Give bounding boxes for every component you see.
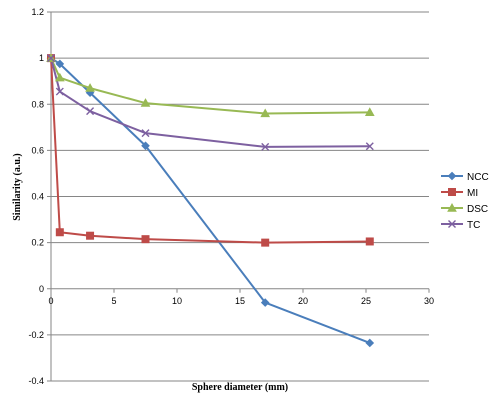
series-line-mi: [50, 58, 370, 244]
x-tick-label: 20: [298, 296, 308, 306]
data-point-dsc: [140, 98, 151, 107]
legend-item-dsc: DSC: [441, 202, 488, 215]
y-tick-label: 0: [39, 284, 44, 294]
y-axis-title: Similarity (a.u.): [12, 153, 23, 221]
data-point-tc-stroke-b: [365, 142, 374, 151]
data-point-tc: [47, 54, 55, 63]
data-point-mi: [141, 235, 150, 244]
legend-label: TC: [467, 220, 480, 231]
legend: NCC MI DSC TC: [441, 171, 489, 231]
data-point-ncc: [260, 298, 270, 307]
legend-marker: [448, 220, 456, 228]
data-point-tc-stroke-b: [86, 107, 95, 116]
data-point-dsc: [364, 107, 375, 117]
series-line-ncc: [50, 57, 371, 344]
data-point-tc: [261, 142, 270, 151]
legend-marker: [447, 202, 457, 212]
gridlines: [51, 11, 429, 382]
x-tick-label: 5: [111, 296, 116, 306]
y-tick-label: 0.2: [31, 238, 44, 248]
y-tick-label: 0.8: [31, 99, 44, 109]
data-point-mi: [86, 231, 95, 240]
legend-marker: [448, 188, 456, 196]
series-line-dsc: [50, 57, 370, 115]
data-point-tc-stroke-b: [141, 129, 150, 138]
data-point-tc: [141, 129, 150, 138]
y-tick-label: 1.2: [31, 7, 44, 17]
legend-label: DSC: [467, 204, 488, 215]
y-tick-label: 0.4: [31, 192, 44, 202]
x-tick-label: 0: [48, 296, 53, 306]
data-point-tc: [55, 87, 64, 96]
legend-marker: [447, 171, 457, 181]
y-tick-label: -0.4: [28, 376, 44, 386]
axes: [47, 11, 430, 382]
series-markers: [46, 53, 375, 348]
x-tick-label: 30: [424, 296, 434, 306]
data-point-tc-stroke-b: [47, 54, 55, 63]
tick-labels: 1.2 1 0.8 0.6 0.4 0.2 0 -0.2 -0.4 0 5 10 15 20 25 30: [28, 7, 434, 386]
y-tick-label: 1: [39, 53, 44, 63]
data-point-tc: [365, 142, 374, 151]
legend-label: NCC: [467, 172, 489, 183]
x-tick-label: 10: [172, 296, 182, 306]
data-point-ncc: [55, 59, 65, 69]
legend-item-ncc: NCC: [441, 171, 489, 183]
data-point-tc-stroke-b: [261, 142, 270, 151]
x-tick-label: 25: [361, 296, 371, 306]
legend-item-mi: MI: [441, 188, 478, 199]
data-point-mi: [261, 238, 270, 247]
legend-item-tc: TC: [441, 220, 480, 231]
legend-marker-stroke-b: [448, 220, 456, 228]
data-point-tc: [86, 107, 95, 116]
y-tick-label: -0.2: [28, 330, 44, 340]
series-lines: [50, 57, 371, 344]
y-tick-label: 0.6: [31, 145, 44, 155]
data-point-mi: [55, 228, 64, 237]
x-tick-label: 15: [235, 296, 245, 306]
legend-label: MI: [467, 188, 478, 199]
data-point-tc-stroke-b: [55, 87, 64, 96]
data-point-dsc: [85, 83, 95, 92]
data-point-dsc: [260, 108, 271, 118]
data-point-ncc: [141, 141, 150, 151]
data-point-mi: [365, 237, 374, 246]
x-axis-title: Sphere diameter (mm): [192, 382, 288, 393]
data-point-dsc: [54, 72, 65, 82]
series-line-tc: [50, 57, 370, 148]
data-point-ncc: [365, 338, 375, 348]
